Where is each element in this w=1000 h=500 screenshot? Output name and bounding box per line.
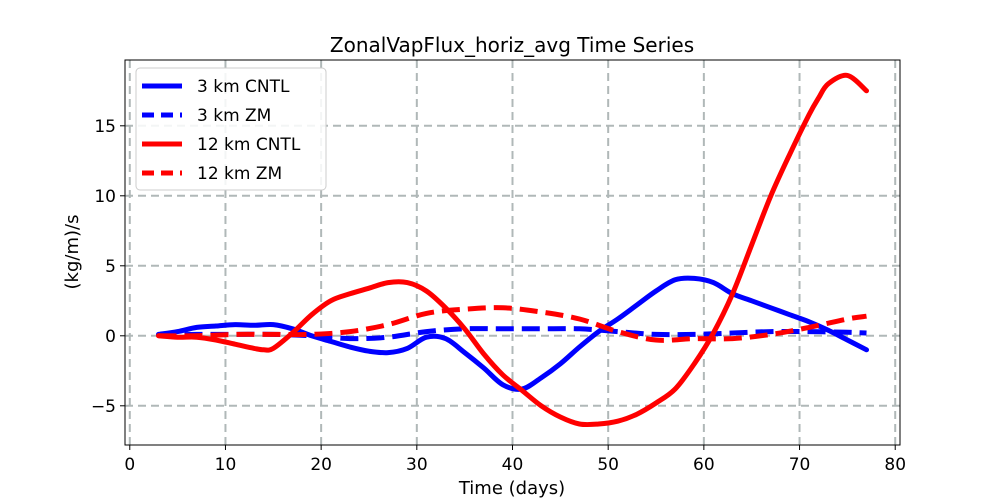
x-tick-label: 70 <box>789 455 811 475</box>
legend-label-3-km-zm: 3 km ZM <box>197 106 271 126</box>
y-tick-label: 15 <box>94 117 116 137</box>
legend-label-12-km-cntl: 12 km CNTL <box>197 135 301 155</box>
axis-ticks: 0 10 20 30 40 50 60 70 80 −5 0 5 10 15 <box>91 117 906 475</box>
series-layer <box>155 72 870 428</box>
series-line-12-km-zm <box>158 305 867 343</box>
x-tick-label: 80 <box>884 455 906 475</box>
x-tick-label: 60 <box>693 455 715 475</box>
y-tick-label: 10 <box>94 187 116 207</box>
legend-label-12-km-zm: 12 km ZM <box>197 164 282 184</box>
x-tick-label: 40 <box>502 455 524 475</box>
chart-title: ZonalVapFlux_horiz_avg Time Series <box>330 33 694 57</box>
x-tick-label: 20 <box>310 455 332 475</box>
legend-label-3-km-cntl: 3 km CNTL <box>197 77 290 97</box>
y-tick-label: 0 <box>105 327 116 347</box>
x-axis-label: Time (days) <box>458 478 565 499</box>
x-tick-label: 50 <box>597 455 619 475</box>
series-line-3-km-cntl <box>155 275 870 392</box>
x-tick-label: 0 <box>124 455 135 475</box>
y-tick-label: 5 <box>105 257 116 277</box>
y-tick-label: −5 <box>91 397 116 417</box>
x-tick-label: 10 <box>215 455 237 475</box>
legend-box <box>135 67 327 191</box>
legend: 3 km CNTL 3 km ZM 12 km CNTL 12 km ZM <box>135 67 327 191</box>
series-line-12-km-cntl <box>155 72 870 428</box>
y-axis-label: (kg/m)/s <box>62 215 83 290</box>
x-tick-label: 30 <box>406 455 428 475</box>
